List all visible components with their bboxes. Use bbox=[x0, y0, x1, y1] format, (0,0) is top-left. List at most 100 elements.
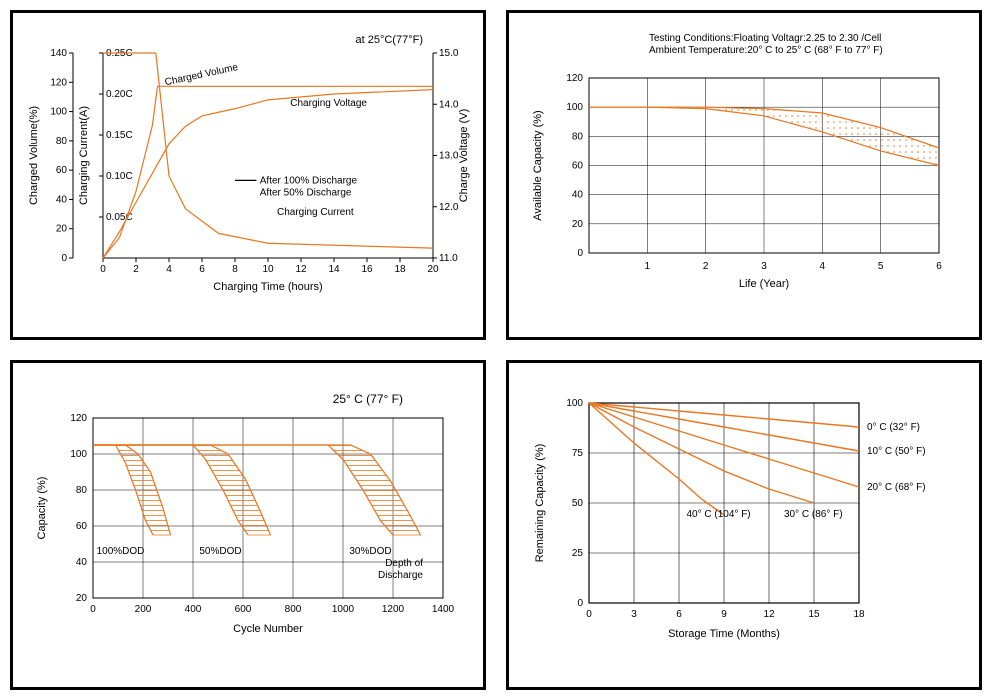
svg-text:60: 60 bbox=[572, 161, 584, 172]
svg-text:6: 6 bbox=[676, 609, 682, 620]
svg-text:50: 50 bbox=[572, 498, 584, 509]
svg-text:16: 16 bbox=[361, 264, 373, 275]
svg-text:120: 120 bbox=[50, 77, 67, 88]
svg-text:75: 75 bbox=[572, 448, 584, 459]
svg-text:100%DOD: 100%DOD bbox=[97, 546, 145, 557]
svg-text:10° C (50° F): 10° C (50° F) bbox=[867, 446, 926, 457]
svg-text:30%DOD: 30%DOD bbox=[349, 546, 391, 557]
svg-text:1200: 1200 bbox=[382, 604, 405, 615]
svg-text:15.0: 15.0 bbox=[439, 48, 459, 59]
svg-text:Cycle Number: Cycle Number bbox=[233, 623, 303, 635]
svg-text:50%DOD: 50%DOD bbox=[199, 546, 241, 557]
charging-chart-panel: 0 2 4 6 8 10 12 14 16 18 20 0 20 40 60 80 100 120 140 0.05C… bbox=[10, 10, 486, 340]
svg-text:0: 0 bbox=[90, 604, 96, 615]
svg-text:Charged Volume: Charged Volume bbox=[164, 62, 240, 88]
svg-text:100: 100 bbox=[70, 449, 87, 460]
svg-text:Discharge: Discharge bbox=[378, 570, 423, 581]
svg-text:120: 120 bbox=[566, 73, 583, 84]
svg-text:12: 12 bbox=[295, 264, 307, 275]
svg-text:200: 200 bbox=[135, 604, 152, 615]
svg-text:40: 40 bbox=[572, 190, 584, 201]
svg-text:80: 80 bbox=[572, 131, 584, 142]
svg-text:18: 18 bbox=[394, 264, 406, 275]
svg-text:2: 2 bbox=[133, 264, 139, 275]
svg-text:5: 5 bbox=[878, 261, 884, 272]
svg-text:20: 20 bbox=[427, 264, 439, 275]
svg-text:20° C (68° F): 20° C (68° F) bbox=[867, 482, 926, 493]
svg-text:1000: 1000 bbox=[332, 604, 355, 615]
svg-text:0.10C: 0.10C bbox=[106, 171, 133, 182]
svg-text:1400: 1400 bbox=[432, 604, 455, 615]
svg-text:20: 20 bbox=[572, 219, 584, 230]
svg-text:120: 120 bbox=[70, 413, 87, 424]
svg-text:2: 2 bbox=[703, 261, 709, 272]
svg-text:14: 14 bbox=[328, 264, 340, 275]
svg-text:After 50% Discharge: After 50% Discharge bbox=[260, 187, 352, 198]
svg-text:4: 4 bbox=[820, 261, 826, 272]
svg-text:Life (Year): Life (Year) bbox=[739, 278, 789, 290]
svg-text:Charge Voltage (V): Charge Voltage (V) bbox=[458, 109, 470, 203]
life-chart-panel: 123456020406080100120Life (Year)Availabl… bbox=[506, 10, 982, 340]
svg-text:100: 100 bbox=[566, 102, 583, 113]
svg-text:After 100% Discharge: After 100% Discharge bbox=[260, 175, 358, 186]
svg-text:6: 6 bbox=[199, 264, 205, 275]
svg-text:0° C (32° F): 0° C (32° F) bbox=[867, 422, 920, 433]
svg-text:3: 3 bbox=[761, 261, 767, 272]
chart-grid: 024681012141618200204060801001201400.05C… bbox=[10, 10, 976, 690]
svg-text:Available Capacity (%): Available Capacity (%) bbox=[532, 110, 544, 220]
storage-chart: 0 3 6 9 12 15 18 0 25 50 75 100 0° C (32° F) 10° C (5… bbox=[519, 373, 969, 673]
svg-text:80: 80 bbox=[56, 136, 68, 147]
svg-text:9: 9 bbox=[721, 609, 727, 620]
svg-text:25° C (77° F): 25° C (77° F) bbox=[333, 392, 403, 406]
svg-text:Charged Volume(%): Charged Volume(%) bbox=[28, 106, 40, 205]
svg-text:Charging Current: Charging Current bbox=[277, 207, 354, 218]
svg-text:Charging Current(A): Charging Current(A) bbox=[78, 106, 90, 205]
svg-text:12.0: 12.0 bbox=[439, 202, 459, 213]
svg-text:Depth of: Depth of bbox=[385, 558, 423, 569]
svg-text:60: 60 bbox=[76, 521, 88, 532]
svg-text:80: 80 bbox=[76, 485, 88, 496]
svg-text:40: 40 bbox=[56, 194, 68, 205]
svg-text:15: 15 bbox=[808, 609, 820, 620]
svg-text:0: 0 bbox=[61, 253, 67, 264]
svg-text:600: 600 bbox=[235, 604, 252, 615]
svg-text:0.05C: 0.05C bbox=[106, 212, 133, 223]
svg-text:20: 20 bbox=[56, 224, 68, 235]
svg-text:Ambient Temperature:20° C to 2: Ambient Temperature:20° C to 25° C (68° … bbox=[649, 45, 883, 56]
svg-text:Capacity (%): Capacity (%) bbox=[36, 477, 48, 540]
svg-text:18: 18 bbox=[853, 609, 865, 620]
svg-text:40° C (104° F): 40° C (104° F) bbox=[687, 509, 751, 520]
svg-text:400: 400 bbox=[185, 604, 202, 615]
svg-text:100: 100 bbox=[50, 107, 67, 118]
svg-text:10: 10 bbox=[262, 264, 274, 275]
svg-text:0: 0 bbox=[100, 264, 106, 275]
svg-text:0.20C: 0.20C bbox=[106, 89, 133, 100]
svg-text:4: 4 bbox=[166, 264, 172, 275]
svg-text:13.0: 13.0 bbox=[439, 151, 459, 162]
svg-text:Remaining Capacity (%): Remaining Capacity (%) bbox=[534, 444, 546, 563]
svg-text:8: 8 bbox=[232, 264, 238, 275]
svg-text:Testing Conditions:Floating Vo: Testing Conditions:Floating Voltagr:2.25… bbox=[649, 33, 881, 44]
svg-text:60: 60 bbox=[56, 165, 68, 176]
svg-text:1: 1 bbox=[645, 261, 651, 272]
svg-text:0: 0 bbox=[577, 248, 583, 259]
svg-text:12: 12 bbox=[763, 609, 775, 620]
svg-text:0.15C: 0.15C bbox=[106, 130, 133, 141]
svg-text:Charging Time (hours): Charging Time (hours) bbox=[213, 281, 322, 293]
svg-text:30° C (86° F): 30° C (86° F) bbox=[784, 509, 843, 520]
svg-text:25: 25 bbox=[572, 548, 584, 559]
svg-text:0: 0 bbox=[577, 598, 583, 609]
svg-text:at 25°C(77°F): at 25°C(77°F) bbox=[356, 34, 424, 46]
svg-text:0: 0 bbox=[586, 609, 592, 620]
svg-text:Storage Time (Months): Storage Time (Months) bbox=[668, 628, 780, 640]
svg-text:100: 100 bbox=[566, 398, 583, 409]
svg-text:11.0: 11.0 bbox=[439, 253, 458, 264]
cycle-chart: 0200400600800100012001400204060801001201… bbox=[23, 373, 473, 673]
life-chart: 123456020406080100120Life (Year)Availabl… bbox=[519, 23, 969, 323]
svg-text:800: 800 bbox=[285, 604, 302, 615]
svg-text:140: 140 bbox=[50, 48, 67, 59]
svg-text:14.0: 14.0 bbox=[439, 99, 459, 110]
svg-text:Charging Voltage: Charging Voltage bbox=[290, 98, 367, 109]
svg-text:3: 3 bbox=[631, 609, 637, 620]
svg-text:20: 20 bbox=[76, 593, 88, 604]
